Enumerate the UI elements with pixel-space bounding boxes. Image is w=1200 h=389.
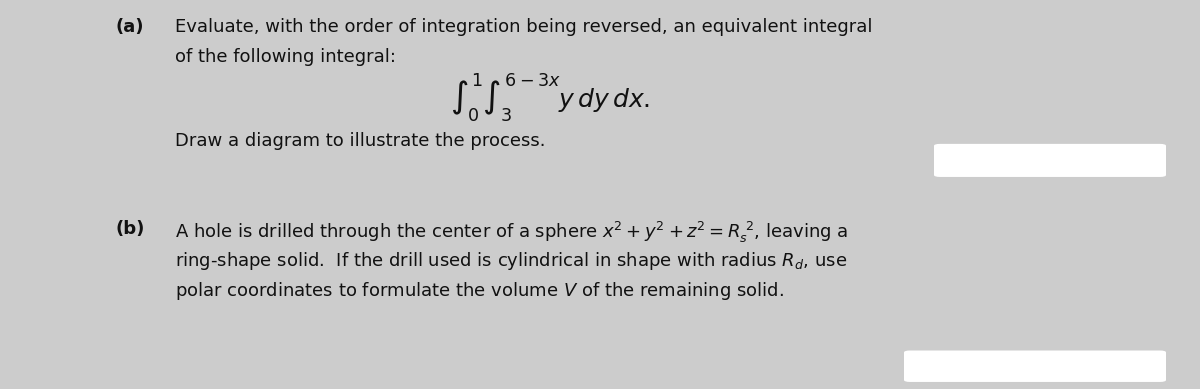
- Text: (b): (b): [115, 220, 144, 238]
- FancyBboxPatch shape: [904, 350, 1166, 382]
- Text: $\int_0^1 \int_3^{6-3x} y\,dy\,dx.$: $\int_0^1 \int_3^{6-3x} y\,dy\,dx.$: [450, 72, 650, 124]
- Text: of the following integral:: of the following integral:: [175, 48, 396, 66]
- FancyBboxPatch shape: [934, 144, 1166, 177]
- Text: polar coordinates to formulate the volume $V$ of the remaining solid.: polar coordinates to formulate the volum…: [175, 280, 784, 302]
- Text: Draw a diagram to illustrate the process.: Draw a diagram to illustrate the process…: [175, 132, 546, 150]
- Text: (a): (a): [115, 18, 144, 36]
- Text: ring-shape solid.  If the drill used is cylindrical in shape with radius $R_d$, : ring-shape solid. If the drill used is c…: [175, 250, 847, 272]
- Text: A hole is drilled through the center of a sphere $x^2+y^2+z^2=R_s^{\ 2}$, leavin: A hole is drilled through the center of …: [175, 220, 848, 245]
- Text: Evaluate, with the order of integration being reversed, an equivalent integral: Evaluate, with the order of integration …: [175, 18, 872, 36]
